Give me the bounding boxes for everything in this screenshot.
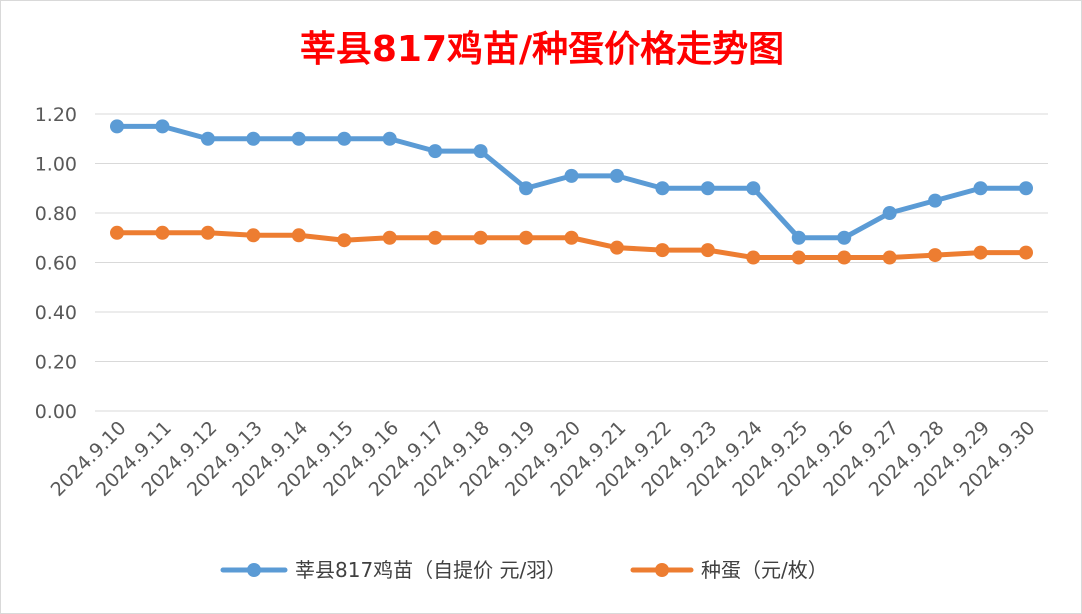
data-point — [291, 131, 306, 146]
data-point — [246, 131, 261, 146]
data-point — [246, 228, 261, 243]
y-tick-label: 0.80 — [35, 203, 77, 225]
data-point — [837, 230, 852, 245]
data-point — [746, 250, 761, 265]
data-point — [973, 245, 988, 260]
legend-marker — [655, 563, 669, 577]
data-point — [200, 131, 215, 146]
data-point — [882, 250, 897, 265]
data-point — [428, 230, 443, 245]
legend-marker — [247, 563, 261, 577]
y-tick-label: 0.60 — [35, 253, 77, 275]
legend-item: 莘县817鸡苗（自提价 元/羽） — [220, 558, 566, 582]
y-tick-label: 1.20 — [35, 104, 77, 126]
data-point — [110, 119, 124, 134]
legend-label: 种蛋（元/枚） — [701, 558, 828, 582]
data-point — [655, 181, 670, 196]
data-point — [928, 248, 943, 263]
data-point — [200, 225, 215, 240]
legend: 莘县817鸡苗（自提价 元/羽） 种蛋（元/枚） — [220, 558, 828, 582]
data-point — [428, 144, 443, 159]
y-tick-label: 0.00 — [35, 401, 77, 423]
data-point — [291, 228, 306, 243]
data-point — [382, 131, 397, 146]
data-point — [928, 193, 943, 208]
y-tick-label: 0.40 — [35, 302, 77, 324]
data-point — [609, 168, 624, 183]
series-lines — [110, 119, 1033, 265]
data-point — [791, 250, 806, 265]
data-point — [519, 230, 534, 245]
legend-item: 种蛋（元/枚） — [630, 558, 828, 582]
data-point — [564, 168, 579, 183]
data-point — [519, 181, 534, 196]
data-point — [655, 243, 670, 258]
gridlines — [95, 113, 1048, 412]
data-point — [973, 181, 988, 196]
data-point — [837, 250, 852, 265]
data-point — [1019, 245, 1033, 260]
series-1 — [110, 225, 1033, 265]
data-point — [791, 230, 806, 245]
data-point — [155, 119, 170, 134]
y-tick-label: 1.00 — [35, 154, 77, 176]
data-point — [564, 230, 579, 245]
data-point — [700, 243, 715, 258]
data-point — [337, 233, 352, 248]
data-point — [155, 225, 170, 240]
data-point — [882, 206, 897, 220]
y-tick-label: 0.20 — [35, 352, 77, 374]
data-point — [1019, 181, 1033, 196]
data-point — [110, 225, 124, 240]
data-point — [746, 181, 761, 196]
chart-title: 莘县817鸡苗/种蛋价格走势图 — [300, 29, 784, 70]
x-axis-tick-labels: 2024.9.102024.9.112024.9.122024.9.132024… — [47, 417, 1040, 501]
data-point — [700, 181, 715, 196]
legend-label: 莘县817鸡苗（自提价 元/羽） — [295, 558, 566, 582]
y-axis-tick-labels: 0.00 0.20 0.40 0.60 0.80 1.00 1.20 — [35, 104, 77, 423]
data-point — [337, 131, 352, 146]
data-point — [609, 240, 624, 255]
data-point — [473, 230, 488, 245]
data-point — [382, 230, 397, 245]
data-point — [473, 144, 488, 159]
series-0 — [110, 119, 1033, 245]
